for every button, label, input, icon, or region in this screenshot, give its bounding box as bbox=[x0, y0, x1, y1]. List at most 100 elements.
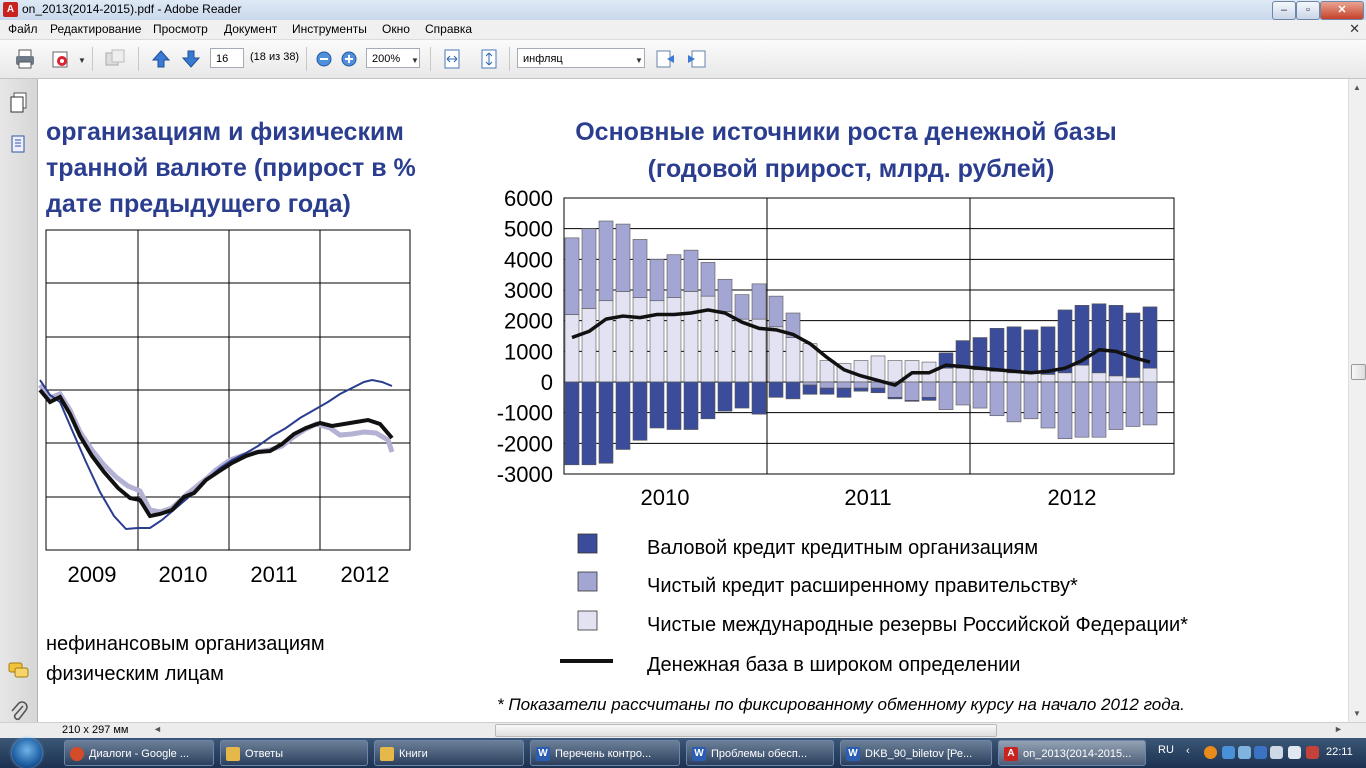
horizontal-scrollbar[interactable] bbox=[150, 724, 1346, 737]
tray-network-icon[interactable] bbox=[1222, 746, 1235, 759]
menu-window[interactable]: Окно bbox=[382, 22, 410, 36]
find-dropdown-icon[interactable]: ▼ bbox=[635, 56, 643, 65]
close-document-icon[interactable]: ✕ bbox=[1349, 21, 1360, 36]
left-series-light bbox=[38, 383, 395, 515]
scroll-up-icon[interactable]: ▲ bbox=[1353, 83, 1361, 92]
bar-segment bbox=[615, 291, 631, 383]
zoom-in-icon[interactable] bbox=[338, 48, 360, 70]
legend-label: Валовой кредит кредитным организациям bbox=[647, 537, 1038, 559]
toolbar-separator bbox=[306, 47, 307, 71]
bar-segment bbox=[649, 259, 665, 302]
tray-sync-icon[interactable] bbox=[1238, 746, 1251, 759]
bar-segment bbox=[581, 228, 597, 309]
bar-segment bbox=[904, 400, 920, 402]
y-tick-label: 3000 bbox=[504, 278, 553, 303]
menu-file[interactable]: Файл bbox=[8, 22, 38, 36]
bar-segment bbox=[955, 340, 971, 369]
share-pdf-icon[interactable] bbox=[50, 48, 72, 70]
bar-segment bbox=[700, 381, 716, 420]
chart-grid bbox=[563, 197, 1175, 475]
find-next-icon[interactable] bbox=[686, 48, 708, 70]
vertical-scrollbar[interactable]: ▲ ▼ bbox=[1348, 79, 1366, 722]
bar-segment bbox=[1040, 374, 1056, 383]
left-x-label-2012: 2012 bbox=[341, 562, 390, 587]
bar-segment bbox=[598, 220, 614, 302]
document-viewport[interactable]: организациям и физическим транной валюте… bbox=[38, 79, 1348, 722]
tray-monitor-icon[interactable] bbox=[1254, 746, 1267, 759]
bar-segment bbox=[768, 381, 784, 398]
fit-page-icon[interactable] bbox=[478, 48, 500, 70]
task-label: Диалоги - Google ... bbox=[89, 748, 189, 760]
bar-segment bbox=[819, 381, 835, 389]
next-page-icon[interactable] bbox=[180, 48, 202, 70]
show-hidden-icons-icon[interactable]: ‹ bbox=[1186, 745, 1190, 757]
vertical-scroll-thumb[interactable] bbox=[1351, 364, 1366, 380]
menu-tools[interactable]: Инструменты bbox=[292, 22, 367, 36]
scroll-left-icon[interactable]: ◄ bbox=[153, 724, 162, 734]
task-books-folder[interactable]: Книги bbox=[374, 740, 524, 766]
window-title: on_2013(2014-2015).pdf - Adobe Reader bbox=[22, 2, 242, 16]
chart-y-ticks: 6000 5000 4000 3000 2000 1000 0 -1000 -2000 -3000 bbox=[497, 186, 553, 487]
menu-document[interactable]: Документ bbox=[224, 22, 278, 36]
bar-segment bbox=[1125, 312, 1141, 378]
attachments-panel-icon[interactable] bbox=[9, 134, 29, 156]
bar-segment bbox=[1006, 326, 1022, 374]
left-x-label-2010: 2010 bbox=[159, 562, 208, 587]
find-previous-icon[interactable] bbox=[654, 48, 676, 70]
tray-alert-icon[interactable] bbox=[1306, 746, 1319, 759]
scroll-right-icon[interactable]: ► bbox=[1334, 724, 1343, 734]
tray-app-icon[interactable] bbox=[1204, 746, 1217, 759]
task-label: on_2013(2014-2015... bbox=[1023, 748, 1132, 760]
task-word-3[interactable]: W DKB_90_biletov [Ре... bbox=[840, 740, 992, 766]
chart-legend: Валовой кредит кредитным организациям Чис… bbox=[560, 533, 1188, 676]
menu-view[interactable]: Просмотр bbox=[153, 22, 208, 36]
menu-edit[interactable]: Редактирование bbox=[50, 22, 142, 36]
zoom-dropdown-icon[interactable]: ▼ bbox=[411, 56, 419, 65]
task-label: Ответы bbox=[245, 748, 284, 760]
bar-segment bbox=[632, 297, 648, 383]
bar-segment bbox=[802, 381, 818, 386]
language-indicator[interactable]: RU bbox=[1158, 744, 1174, 756]
left-legend-individuals: физическим лицам bbox=[46, 663, 224, 685]
page-number-input[interactable]: 16 bbox=[210, 48, 244, 68]
bar-segment bbox=[1040, 381, 1056, 429]
share-dropdown-icon[interactable]: ▼ bbox=[78, 56, 86, 65]
task-answers-folder[interactable]: Ответы bbox=[220, 740, 368, 766]
menu-help[interactable]: Справка bbox=[425, 22, 473, 36]
task-word-1[interactable]: W Перечень контро... bbox=[530, 740, 680, 766]
comments-panel-icon[interactable] bbox=[8, 661, 30, 681]
task-chrome[interactable]: Диалоги - Google ... bbox=[64, 740, 214, 766]
bar-segment bbox=[972, 369, 988, 383]
bar-segment bbox=[751, 381, 767, 415]
minimize-button[interactable]: – bbox=[1272, 1, 1296, 20]
pages-panel-icon[interactable] bbox=[9, 92, 29, 114]
print-icon[interactable] bbox=[14, 48, 36, 70]
close-button[interactable]: ✕ bbox=[1320, 1, 1364, 20]
paperclip-icon[interactable] bbox=[9, 701, 29, 723]
maximize-button[interactable]: ▫ bbox=[1296, 1, 1320, 20]
bar-segment bbox=[717, 278, 733, 312]
bar-segment bbox=[785, 381, 801, 400]
bar-segment bbox=[615, 381, 631, 450]
find-input[interactable]: инфляц bbox=[517, 48, 645, 68]
zoom-out-icon[interactable] bbox=[313, 48, 335, 70]
y-tick-label: 0 bbox=[541, 370, 553, 395]
task-adobe-reader[interactable]: A on_2013(2014-2015... bbox=[998, 740, 1146, 766]
start-button[interactable] bbox=[12, 738, 42, 768]
task-word-2[interactable]: W Проблемы обесп... bbox=[686, 740, 834, 766]
y-tick-label: -3000 bbox=[497, 462, 553, 487]
bar-segment bbox=[853, 381, 869, 389]
tray-signal-icon[interactable] bbox=[1270, 746, 1283, 759]
scroll-down-icon[interactable]: ▼ bbox=[1353, 709, 1361, 718]
collaborate-icon[interactable] bbox=[104, 48, 126, 70]
horizontal-scroll-thumb[interactable] bbox=[495, 724, 997, 737]
bar-segment bbox=[955, 381, 971, 406]
x-tick-label: 2011 bbox=[844, 485, 891, 510]
volume-icon[interactable] bbox=[1288, 746, 1301, 759]
previous-page-icon[interactable] bbox=[150, 48, 172, 70]
bar-segment bbox=[1023, 381, 1039, 420]
clock[interactable]: 22:11 bbox=[1326, 746, 1353, 758]
zoom-select[interactable]: 200% bbox=[366, 48, 420, 68]
fit-width-icon[interactable] bbox=[441, 48, 463, 70]
bar-segment bbox=[887, 360, 903, 383]
